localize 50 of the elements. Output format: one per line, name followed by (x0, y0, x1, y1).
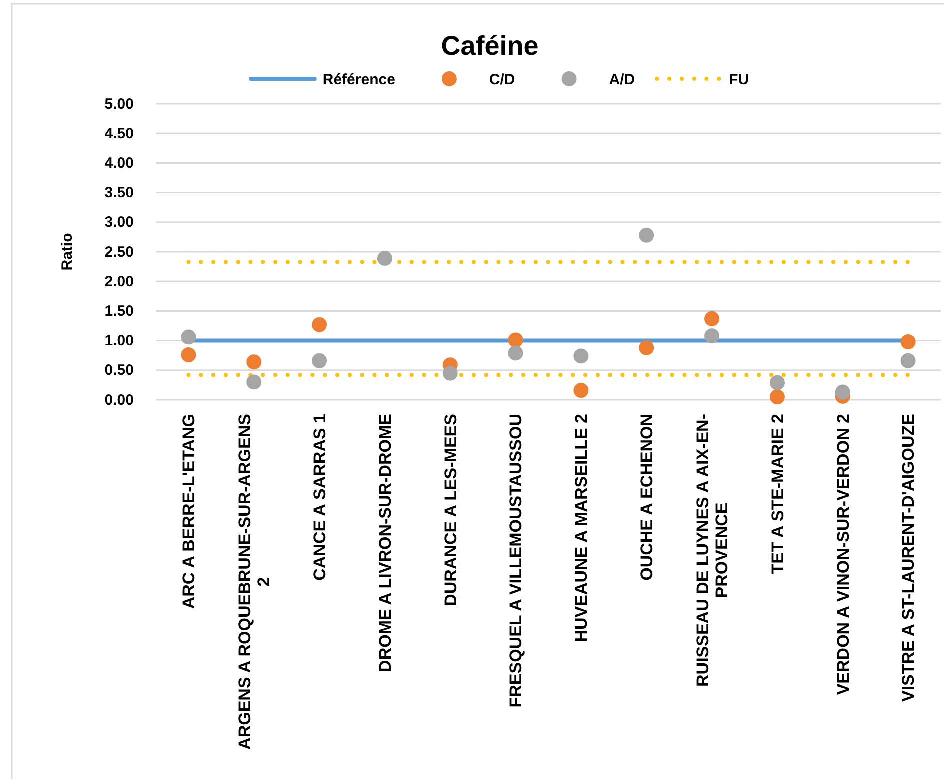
x-tick-label: TET A STE-MARIE 2 (768, 414, 788, 574)
point (442, 366, 458, 381)
point (312, 353, 328, 368)
point (900, 353, 916, 368)
x-tick-label: ARGENS A ROQUEBRUNE-SUR-ARGENS 2 (236, 414, 274, 750)
point (508, 332, 524, 348)
point (704, 328, 720, 344)
y-tick-label: 3.50 (104, 184, 134, 202)
point (312, 317, 328, 332)
x-tick-label: DROME A LIVRON-SUR-DROME (376, 414, 395, 672)
legend-label: C/D (489, 71, 516, 88)
y-tick-label: 2.00 (104, 273, 134, 290)
y-tick-label: 5.00 (104, 96, 134, 113)
y-tick-label: 4.50 (104, 125, 134, 142)
legend-label: A/D (609, 71, 636, 88)
y-tick-label: 0.00 (104, 392, 134, 409)
legend-label: FU (729, 71, 750, 88)
point (835, 384, 850, 400)
point (639, 228, 654, 243)
chart-title: Caféine (441, 31, 539, 61)
x-tick-label: FRESQUEL A VILLEMOUSTAUSSOU (506, 414, 526, 708)
y-tick-label: 0.50 (104, 362, 134, 380)
y-tick-label: 2.50 (104, 244, 134, 261)
x-tick-label: OUCHE A ECHENON (638, 414, 657, 581)
point (900, 334, 916, 350)
point (181, 348, 196, 362)
point (246, 354, 262, 370)
point (508, 346, 524, 361)
x-tick-label: VERDON A VINON-SUR-VERDON 2 (834, 414, 853, 696)
y-tick-label: 4.00 (104, 155, 134, 172)
point (770, 390, 785, 405)
point (574, 348, 589, 364)
x-tick-label: DURANCE A LES-MEES (441, 414, 460, 606)
y-tick-label: 1.50 (104, 303, 134, 320)
legend-label: Référence (322, 71, 396, 88)
y-tick-label: 3.00 (104, 214, 134, 232)
y-axis-title: Ratio (59, 233, 76, 271)
point (377, 251, 392, 266)
point (574, 383, 589, 398)
point (704, 311, 720, 326)
point (246, 374, 262, 390)
y-tick-label: 1.00 (104, 332, 134, 350)
point (181, 330, 196, 345)
x-tick-label: ARC A BERRE-L'ETANG (180, 414, 199, 610)
x-tick-label: RUISSEAU DE LUYNES A AIX-EN-PROVENCE (693, 414, 732, 687)
point (639, 340, 654, 356)
x-tick-label: CANCE A SARRAS 1 (310, 414, 330, 581)
x-tick-label: HUVEAUNE A MARSEILLE 2 (572, 414, 592, 642)
x-tick-label: VISTRE A ST-LAURENT-D'AIGOUZE (899, 414, 918, 702)
point (770, 375, 785, 390)
